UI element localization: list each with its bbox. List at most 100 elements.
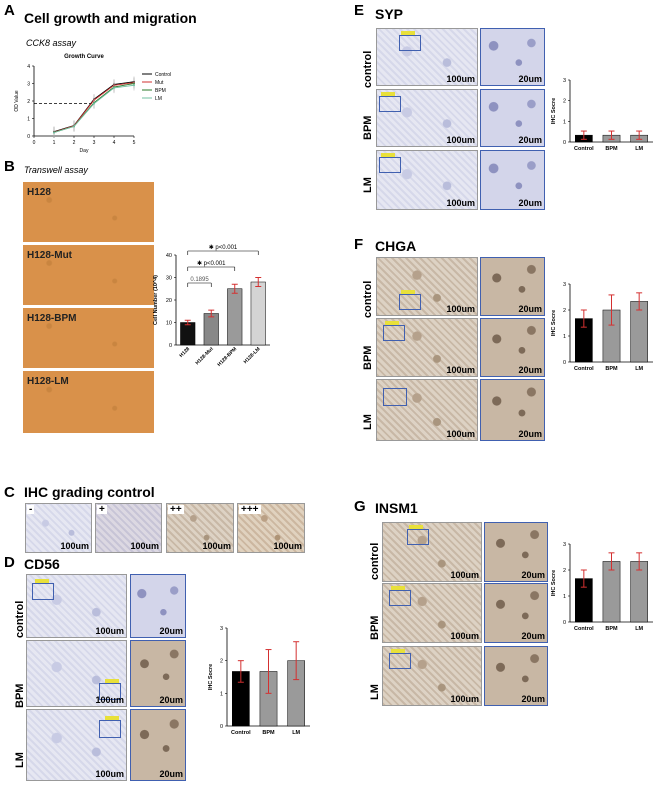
y-tick-label: 20 (166, 298, 172, 304)
y-tick-label: 2 (563, 308, 566, 314)
legend-label: LM (155, 96, 162, 102)
bar (227, 288, 243, 346)
y-tick-label: 0 (563, 360, 566, 366)
panel-b-subtitle: Transwell assay (24, 165, 88, 175)
x-tick-label: H128-BPM (216, 346, 238, 368)
insm1-control-overview: 100um (382, 522, 482, 582)
chga-bar-chart: 0 1 2 3 IHC Socre Control BPM LM (551, 282, 653, 372)
row-label-bpm: BPM (369, 615, 381, 640)
inset-box (407, 529, 429, 545)
panel-letter-d: D (4, 554, 15, 571)
x-tick-label: Control (574, 626, 594, 632)
chga-control-zoom: 20um (480, 257, 545, 316)
y-tick-label: 3 (27, 82, 30, 88)
y-axis-label: IHC Socre (551, 98, 557, 124)
y-tick-label: 2 (563, 99, 566, 105)
x-tick-label: Control (574, 146, 594, 152)
x-tick-label: H128-Mut (195, 346, 215, 366)
insm1-lm-zoom: 20um (484, 646, 548, 706)
sig-label: 0.1895 (190, 277, 209, 283)
x-tick-label: 0 (33, 140, 36, 146)
transwell-image-h128-mut: H128-Mut (23, 245, 154, 305)
x-tick-label: BPM (605, 146, 618, 152)
scale-bar-label: 100um (95, 769, 124, 779)
x-tick-label: LM (635, 626, 643, 632)
y-tick-label: 3 (563, 78, 566, 84)
grading-image-double-plus: ++ 100um (166, 503, 234, 553)
y-tick-label: 1 (563, 119, 566, 125)
y-tick-label: 0 (563, 620, 566, 626)
chga-lm-overview: 100um (376, 379, 478, 441)
syp-lm-zoom: 20um (480, 150, 545, 210)
marker-tag (391, 649, 405, 653)
x-tick-label: 2 (73, 140, 76, 146)
inset-box (399, 35, 421, 51)
y-axis-label: Cell Number (10^4) (153, 275, 159, 325)
transwell-image-h128-bpm: H128-BPM (23, 308, 154, 368)
scale-bar-label: 20um (521, 570, 545, 580)
y-tick-label: 0 (169, 343, 172, 349)
insm1-bpm-zoom: 20um (484, 583, 548, 643)
syp-control-overview: 100um (376, 28, 478, 86)
cd56-bpm-zoom: 20um (130, 640, 186, 707)
insm1-control-zoom: 20um (484, 522, 548, 582)
panel-letter-b: B (4, 158, 15, 175)
row-label-bpm: BPM (362, 345, 374, 370)
inset-box (32, 583, 54, 600)
scale-bar-label: 100um (202, 541, 231, 551)
x-tick-label: 3 (93, 140, 96, 146)
row-label-control: control (362, 280, 374, 318)
x-axis-label: Day (80, 148, 89, 154)
growth-curve-chart: Growth Curve 0 1 2 3 4 0 1 2 3 4 5 Day OD Value Contro… (14, 54, 171, 154)
y-tick-label: 0 (563, 140, 566, 146)
transwell-image-h128-lm: H128-LM (23, 371, 154, 433)
y-tick-label: 1 (220, 691, 223, 697)
data-point (113, 86, 115, 89)
x-tick-label: LM (292, 730, 300, 736)
bar (630, 561, 648, 623)
marker-tag (105, 716, 119, 720)
row-label-bpm: BPM (14, 683, 26, 708)
legend-label: BPM (155, 88, 166, 94)
scale-bar-label: 100um (60, 541, 89, 551)
panel-letter-c: C (4, 484, 15, 501)
y-tick-label: 1 (563, 334, 566, 340)
x-tick-label: 5 (133, 140, 136, 146)
inset-box (99, 720, 121, 738)
x-tick-label: 1 (53, 140, 56, 146)
inset-box (399, 294, 421, 310)
panel-e-title: SYP (375, 6, 404, 22)
y-axis-label: IHC Socre (551, 570, 557, 596)
row-label-lm: LM (362, 414, 374, 430)
scale-bar-label: 20um (159, 695, 183, 705)
bar (630, 301, 648, 363)
data-point (73, 125, 75, 128)
y-tick-label: 2 (220, 659, 223, 665)
marker-tag (35, 579, 49, 583)
y-tick-label: 1 (27, 117, 30, 123)
panel-letter-e: E (354, 2, 365, 19)
x-tick-label: 4 (113, 140, 116, 146)
x-tick-label: BPM (605, 626, 618, 632)
transwell-image-h128: H128 (23, 182, 154, 242)
row-label-lm: LM (14, 752, 26, 768)
scale-bar-label: 100um (446, 74, 475, 84)
panel-a-subtitle: CCK8 assay (26, 38, 77, 48)
scale-bar-label: 100um (95, 695, 124, 705)
sig-label: ✱ p<0.001 (197, 260, 226, 267)
scale-bar-label: 100um (95, 626, 124, 636)
x-tick-label: LM (635, 146, 643, 152)
scale-bar-label: 100um (446, 304, 475, 314)
panel-g-title: INSM1 (375, 500, 418, 516)
y-tick-label: 3 (563, 542, 566, 548)
inset-box (383, 325, 405, 341)
grade-badge: ++ (168, 504, 184, 515)
insm1-lm-overview: 100um (382, 646, 482, 706)
inset-box (389, 590, 411, 606)
y-tick-label: 30 (166, 276, 172, 282)
panel-letter-a: A (4, 2, 15, 19)
y-tick-label: 0 (27, 134, 30, 140)
scale-bar-label: 20um (518, 429, 542, 439)
data-point (93, 102, 95, 105)
